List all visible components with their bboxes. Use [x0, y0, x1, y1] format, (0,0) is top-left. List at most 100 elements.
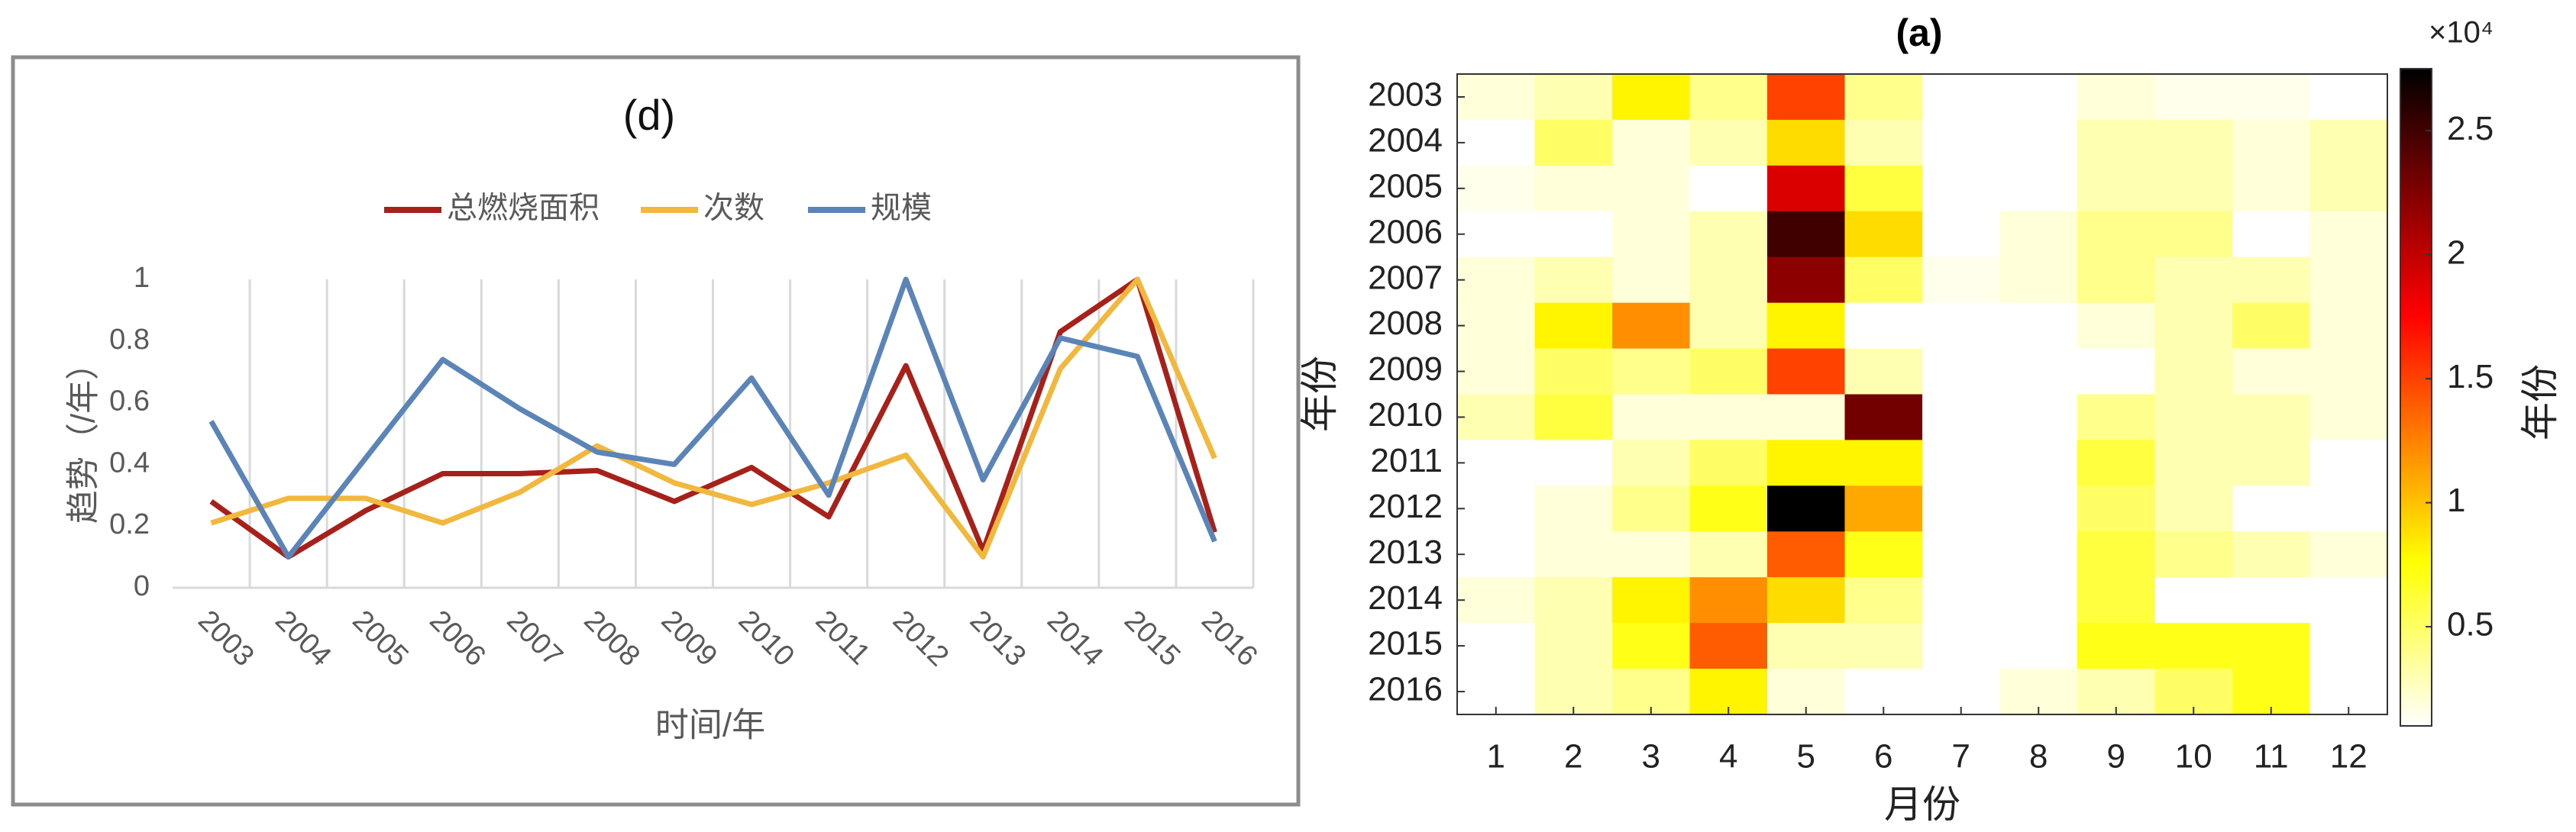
heatmap-cell [1767, 440, 1845, 486]
heatmap-cell [1457, 165, 1535, 212]
heatmap-cell [1689, 74, 1768, 121]
heatmap-cell [1534, 74, 1613, 121]
y-tick-label: 2007 [1368, 259, 1443, 296]
y-tick-label: 2010 [1368, 396, 1443, 434]
heatmap-cell [2232, 74, 2310, 121]
heatmap-cell [1922, 485, 2000, 532]
x-tick-label: 3 [1642, 738, 1660, 776]
heatmap-cell [1922, 302, 2000, 350]
heatmap-cell [1844, 211, 1923, 258]
heatmap-cell [1922, 119, 2000, 166]
heatmap-cell [1457, 485, 1535, 532]
heatmap-cell [1612, 440, 1690, 486]
heatmap-cell [1844, 74, 1923, 121]
y-tick-label: 0.2 [109, 508, 150, 540]
heatmap-cell [1457, 119, 1535, 166]
heatmap-cell [1999, 348, 2078, 395]
colorbar-tick-label: 1.5 [2447, 358, 2494, 395]
heatmap-cell [2309, 394, 2388, 440]
heatmap-cell [1534, 211, 1613, 258]
heatmap-cell [1612, 119, 1690, 166]
heatmap-cell [1534, 485, 1613, 532]
heatmap-cell [2077, 302, 2155, 350]
heatmap-cell [2309, 302, 2388, 350]
heatmap-cell [1612, 302, 1690, 350]
heatmap-cell [1767, 74, 1845, 121]
heatmap-cell [2309, 485, 2388, 532]
y-tick-label: 2004 [1368, 122, 1443, 160]
heatmap-cell [1999, 440, 2078, 486]
heatmap-cell [1999, 211, 2078, 258]
x-tick-label: 5 [1797, 738, 1815, 776]
x-tick-label: 12 [2330, 738, 2368, 776]
heatmap-cell [1922, 165, 2000, 212]
heatmap-cell [1457, 302, 1535, 350]
heatmap-cell [1844, 531, 1923, 578]
heatmap-cell [1767, 302, 1845, 350]
heatmap-cell [2077, 211, 2155, 258]
heatmap-cell [2077, 531, 2155, 578]
heatmap-cell [1922, 74, 2000, 121]
heatmap-cell [2077, 623, 2155, 669]
heatmap-cell [1922, 531, 2000, 578]
heatmap-cell [1999, 302, 2078, 350]
heatmap-cell [1612, 256, 1690, 304]
heatmap-cell [2154, 440, 2233, 486]
heatmap-cell [1457, 74, 1535, 121]
heatmap-cell [1999, 623, 2078, 669]
heatmap-cell [2309, 211, 2388, 258]
heatmap-cell [2309, 256, 2388, 304]
heatmap-cell [1689, 623, 1768, 669]
heatmap-cell [1844, 348, 1923, 395]
colorbar-tick-label: 0.5 [2447, 606, 2494, 643]
heatmap-cell [1922, 623, 2000, 669]
heatmap-cell [1612, 74, 1690, 121]
heatmap-cell [1999, 394, 2078, 440]
x-tick-label: 6 [1874, 738, 1892, 776]
y-tick-label: 0.8 [109, 324, 150, 356]
heatmap-cell [1767, 623, 1845, 669]
y-tick-label: 0.4 [109, 447, 150, 479]
heatmap-cell [2232, 211, 2310, 258]
y-tick-label: 2014 [1368, 579, 1443, 617]
heatmap-chart: (a) 月份 年份 年份 ×10⁴ 1 2 3 4 5 6 7 8 9 10 11 122003200… [1298, 11, 2561, 826]
heatmap-cell [1612, 485, 1690, 532]
heatmap-cell [2077, 165, 2155, 212]
heatmap-cell [2077, 348, 2155, 395]
heatmap-cell [1612, 531, 1690, 578]
heatmap-cell [2232, 440, 2310, 486]
heatmap-cell [1689, 348, 1768, 395]
y-tick-label: 2006 [1368, 213, 1443, 250]
colorbar-tick-label: 2 [2447, 234, 2465, 271]
x-tick-label: 8 [2029, 738, 2048, 776]
heatmap-cell [2154, 394, 2233, 440]
heatmap-cell [1999, 577, 2078, 624]
y-axis-label: 年份 [1298, 356, 1341, 432]
y-tick-label: 2015 [1368, 625, 1443, 663]
heatmap-cell [1999, 485, 2078, 532]
heatmap-cell [2309, 348, 2388, 395]
x-tick-label: 7 [1952, 738, 1970, 776]
heatmap-cell [2232, 256, 2310, 304]
heatmap-cell [1844, 302, 1923, 350]
heatmap-cell [2309, 74, 2388, 121]
y-tick-label: 2005 [1368, 167, 1443, 205]
heatmap-cell [1844, 119, 1923, 166]
heatmap-cell [1534, 256, 1613, 304]
heatmap-cell [1457, 623, 1535, 669]
heatmap-cell [2309, 440, 2388, 486]
chart-title: (a) [1896, 11, 1942, 54]
heatmap-cell [2232, 531, 2310, 578]
heatmap-cell [2232, 165, 2310, 212]
heatmap-cell [1612, 211, 1690, 258]
heatmap-cell [1457, 348, 1535, 395]
x-axis-label: 时间/年 [655, 707, 765, 744]
heatmap-cell [2309, 577, 2388, 624]
heatmap-cell [2154, 531, 2233, 578]
heatmap-cell [1922, 440, 2000, 486]
heatmap-cell [1767, 165, 1845, 212]
x-tick-label: 9 [2107, 738, 2125, 776]
heatmap-cell [1999, 531, 2078, 578]
